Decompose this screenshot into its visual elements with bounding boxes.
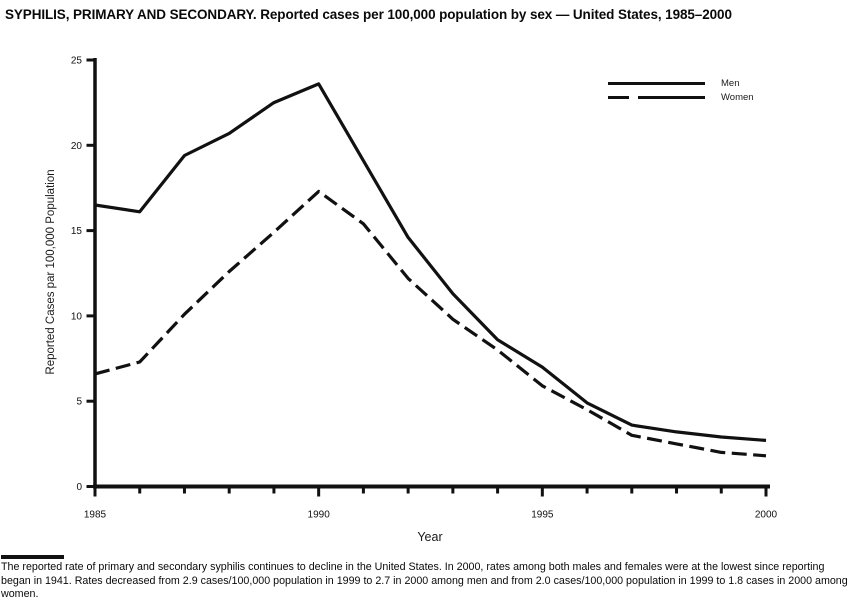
line-chart: 0 5 10 15 20 25 1985 1990 1995 2000	[71, 56, 778, 521]
legend-item-men: Men	[608, 76, 848, 90]
y-tick-label-20: 20	[71, 141, 83, 152]
x-tick-label-2000: 2000	[755, 510, 778, 521]
men-series-line	[94, 82, 767, 442]
x-tick-label-1985: 1985	[84, 510, 107, 521]
x-axis-title: Year	[417, 530, 443, 544]
x-tick-label-1990: 1990	[308, 510, 331, 521]
footnote-block: The reported rate of primary and seconda…	[0, 555, 858, 602]
y-tick-label-5: 5	[76, 397, 82, 408]
legend-item-women: Women	[608, 90, 848, 104]
legend-label-women: Women	[721, 91, 754, 103]
chart-legend: Men Women	[608, 76, 848, 104]
y-tick-label-25: 25	[71, 56, 83, 67]
figure-title: SYPHILIS, PRIMARY AND SECONDARY. Reporte…	[5, 7, 732, 22]
y-tick-label-15: 15	[71, 226, 83, 237]
footnote-rule	[1, 555, 64, 559]
women-series-line	[94, 189, 767, 458]
y-axis-title: Reported Cases par 100,000 Population	[45, 169, 57, 375]
women-line-sample	[608, 95, 705, 99]
x-tick-label-1995: 1995	[531, 510, 554, 521]
footnote-text: The reported rate of primary and seconda…	[1, 561, 848, 601]
y-tick-label-10: 10	[71, 311, 83, 322]
legend-label-men: Men	[721, 77, 740, 89]
men-line-sample	[608, 81, 705, 85]
y-tick-label-0: 0	[76, 482, 82, 493]
